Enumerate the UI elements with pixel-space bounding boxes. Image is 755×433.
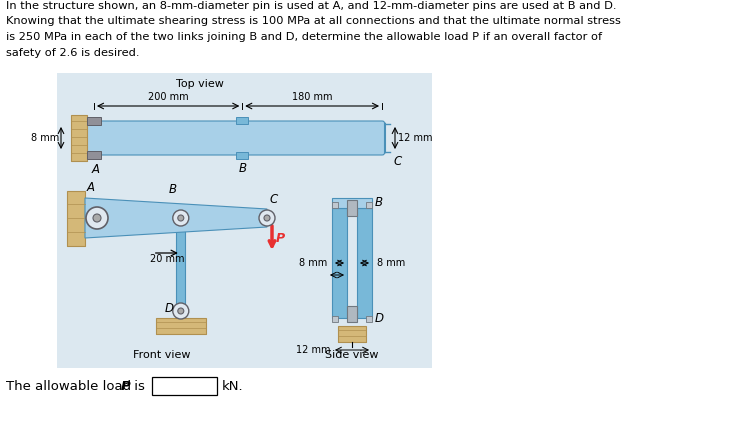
Text: The allowable load: The allowable load	[6, 379, 135, 392]
Circle shape	[86, 207, 108, 229]
Text: is 250 MPa in each of the two links joining B and D, determine the allowable loa: is 250 MPa in each of the two links join…	[6, 32, 602, 42]
Bar	[347, 306, 357, 322]
Text: P: P	[121, 379, 131, 392]
Text: B: B	[375, 197, 383, 210]
Text: 8 mm: 8 mm	[377, 258, 405, 268]
Bar	[87, 117, 101, 125]
Bar	[332, 202, 338, 208]
Circle shape	[259, 210, 275, 226]
Bar	[338, 326, 366, 342]
Bar	[176, 227, 185, 318]
Text: 12 mm: 12 mm	[295, 345, 330, 355]
Bar	[71, 115, 87, 161]
Bar	[332, 208, 347, 318]
Bar	[236, 152, 248, 159]
Circle shape	[93, 214, 101, 222]
Text: 200 mm: 200 mm	[148, 92, 189, 102]
Polygon shape	[85, 198, 267, 238]
Circle shape	[173, 303, 189, 319]
Text: D: D	[165, 303, 174, 316]
Bar	[332, 316, 338, 322]
Text: P: P	[276, 232, 285, 245]
Text: 8 mm: 8 mm	[299, 258, 327, 268]
Text: C: C	[270, 193, 279, 206]
Text: 20 mm: 20 mm	[149, 254, 184, 264]
Bar	[366, 316, 372, 322]
Bar	[236, 117, 248, 124]
Text: 8 mm: 8 mm	[31, 133, 59, 143]
Text: safety of 2.6 is desired.: safety of 2.6 is desired.	[6, 48, 140, 58]
Bar	[156, 318, 206, 334]
Text: D: D	[375, 311, 384, 324]
Bar	[347, 200, 357, 216]
Text: C: C	[393, 155, 401, 168]
Bar	[67, 191, 85, 246]
FancyBboxPatch shape	[84, 121, 385, 155]
Text: Front view: Front view	[133, 350, 191, 360]
Text: B: B	[239, 162, 246, 175]
Bar	[152, 377, 217, 395]
Text: is: is	[130, 379, 145, 392]
Circle shape	[177, 308, 183, 314]
Text: A: A	[92, 163, 100, 176]
Text: In the structure shown, an 8-mm-diameter pin is used at A, and 12-mm-diameter pi: In the structure shown, an 8-mm-diameter…	[6, 1, 617, 11]
Text: Knowing that the ultimate shearing stress is 100 MPa at all connections and that: Knowing that the ultimate shearing stres…	[6, 16, 621, 26]
Circle shape	[264, 215, 270, 221]
Text: Top view: Top view	[176, 79, 223, 89]
Text: B: B	[169, 183, 177, 196]
Circle shape	[173, 210, 189, 226]
Bar	[366, 202, 372, 208]
Text: Side view: Side view	[325, 350, 379, 360]
Text: kN.: kN.	[222, 379, 244, 392]
Text: 12 mm: 12 mm	[398, 133, 433, 143]
Text: 180 mm: 180 mm	[292, 92, 332, 102]
Circle shape	[177, 215, 183, 221]
Bar	[357, 208, 372, 318]
Bar	[57, 73, 432, 368]
Bar	[332, 198, 372, 208]
Text: A: A	[87, 181, 95, 194]
Bar	[87, 151, 101, 159]
